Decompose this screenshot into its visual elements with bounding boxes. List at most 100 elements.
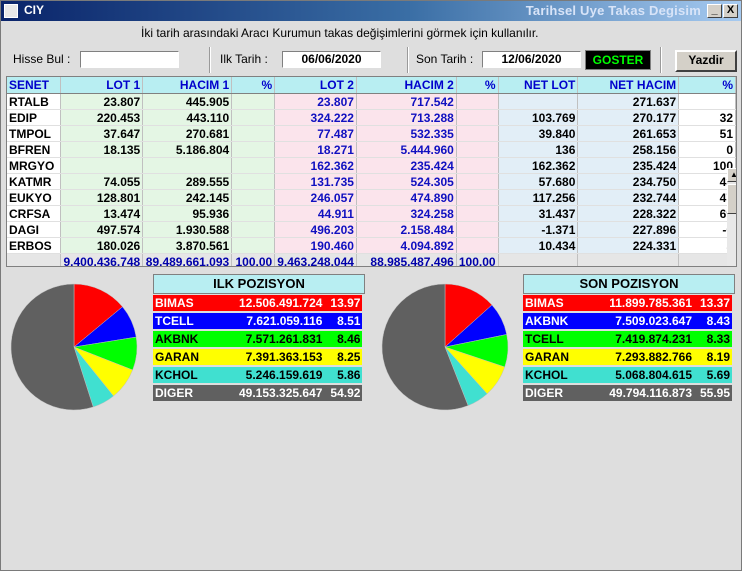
- column-header-lot1[interactable]: LOT 1: [60, 77, 144, 94]
- total-cell: 89.489.661.093: [142, 253, 233, 266]
- position-name: AKBNK: [523, 313, 607, 329]
- table-body: RTALB 23.807 445.905 23.807 717.542 271.637 ED…: [7, 93, 736, 266]
- column-header-net-lot[interactable]: NET LOT: [498, 77, 579, 94]
- table-cell: [231, 205, 276, 222]
- position-pct: 55.95: [695, 385, 732, 401]
- column-header-hacim1[interactable]: HACIM 1: [142, 77, 233, 94]
- table-cell: [231, 125, 276, 142]
- table-row[interactable]: BFREN 18.135 5.186.804 18.271 5.444.960 136 25…: [7, 141, 736, 158]
- column-header-senet[interactable]: SENET: [7, 77, 62, 94]
- table-cell: 235.424: [577, 157, 680, 174]
- table-cell: CRFSA: [7, 205, 62, 222]
- table-cell: 228.322: [577, 205, 680, 222]
- position-pct: 8.51: [325, 313, 363, 329]
- info-text: İki tarih arasındaki Aracı Kurumun takas…: [141, 26, 539, 40]
- goster-button[interactable]: GOSTER: [585, 50, 651, 70]
- pie-slice-bimas: [73, 283, 123, 348]
- table-cell: 232.744: [577, 189, 680, 206]
- position-pct: 8.19: [695, 349, 732, 365]
- column-header-net-pct[interactable]: %: [678, 77, 736, 94]
- column-header-hacim2[interactable]: HACIM 2: [356, 77, 457, 94]
- toolbar-divider: [660, 47, 662, 73]
- search-label: Hisse Bul :: [13, 52, 71, 66]
- table-cell: 162.362: [274, 157, 357, 174]
- yazdir-button[interactable]: Yazdir: [675, 50, 737, 72]
- app-icon[interactable]: [4, 4, 18, 18]
- table-cell: [456, 173, 499, 190]
- search-field[interactable]: [80, 51, 179, 68]
- table-cell: ERBOS: [7, 237, 62, 254]
- table-cell: 37.647: [60, 125, 144, 142]
- minimize-button[interactable]: _: [707, 4, 722, 18]
- table-cell: 31.437: [498, 205, 579, 222]
- search-input[interactable]: [81, 52, 178, 67]
- position-row: BIMAS 12.506.491.724 13.97: [153, 295, 363, 311]
- table-row[interactable]: EDIP 220.453 443.110 324.222 713.288 103.769 2…: [7, 109, 736, 126]
- table-cell: [456, 157, 499, 174]
- pie-slice-bimas: [444, 283, 493, 348]
- position-row: AKBNK 7.571.261.831 8.46: [153, 331, 363, 347]
- table-cell: 77.487: [274, 125, 357, 142]
- table-header-row: SENET LOT 1 HACIM 1 % LOT 2 HACIM 2 % NE…: [7, 77, 736, 94]
- table-cell: 532.335: [356, 125, 457, 142]
- position-name: GARAN: [153, 349, 237, 365]
- title-bar[interactable]: CIY Tarihsel Uye Takas Degisim _ X: [1, 1, 741, 21]
- column-header-net-hacim[interactable]: NET HACIM: [577, 77, 680, 94]
- table-cell: [456, 189, 499, 206]
- table-cell: 713.288: [356, 109, 457, 126]
- ilk-tarih-field[interactable]: 06/06/2020: [282, 51, 381, 68]
- son-pozisyon-pie-chart: [381, 283, 509, 411]
- table-cell: [498, 93, 579, 110]
- son-pozisyon-title: SON POZISYON: [523, 274, 735, 294]
- position-name: KCHOL: [523, 367, 607, 383]
- table-row[interactable]: RTALB 23.807 445.905 23.807 717.542 271.637: [7, 93, 736, 110]
- total-cell: 100,00: [231, 253, 276, 266]
- table-cell: [231, 173, 276, 190]
- table-cell: 5.444.960: [356, 141, 457, 158]
- close-button[interactable]: X: [723, 4, 738, 18]
- table-row[interactable]: DAGI 497.574 1.930.588 496.203 2.158.484 -1.3…: [7, 221, 736, 238]
- table-row[interactable]: EUKYO 128.801 242.145 246.057 474.890 117.256…: [7, 189, 736, 206]
- position-value: 7.509.023.647: [607, 313, 695, 329]
- takas-grid[interactable]: SENET LOT 1 HACIM 1 % LOT 2 HACIM 2 % NE…: [6, 76, 737, 267]
- position-value: 49.153.325.647: [237, 385, 326, 401]
- table-cell: 261.653: [577, 125, 680, 142]
- column-header-lot2[interactable]: LOT 2: [274, 77, 357, 94]
- total-cell: 88.985.487.496: [356, 253, 457, 266]
- position-name: BIMAS: [153, 295, 237, 311]
- total-cell: 100,00: [456, 253, 499, 266]
- position-row: GARAN 7.293.882.766 8.19: [523, 349, 732, 365]
- position-row: BIMAS 11.899.785.361 13.37: [523, 295, 732, 311]
- scroll-thumb[interactable]: [727, 184, 736, 214]
- position-value: 7.621.059.116: [237, 313, 326, 329]
- table-row[interactable]: MRGYO 162.362 235.424 162.362 235.424 100: [7, 157, 736, 174]
- table-cell: 103.769: [498, 109, 579, 126]
- position-value: 5.246.159.619: [237, 367, 326, 383]
- ilk-pozisyon-table: BIMAS 12.506.491.724 13.97 TCELL 7.621.059.1…: [153, 293, 363, 403]
- table-cell: [456, 205, 499, 222]
- table-row[interactable]: TMPOL 37.647 270.681 77.487 532.335 39.840 261…: [7, 125, 736, 142]
- pie-slice-diger: [10, 283, 94, 411]
- table-cell: 18.135: [60, 141, 144, 158]
- son-tarih-field[interactable]: 12/06/2020: [482, 51, 581, 68]
- table-cell: [231, 93, 276, 110]
- ilk-tarih-label: Ilk Tarih :: [220, 52, 268, 66]
- position-row: DIGER 49.794.116.873 55.95: [523, 385, 732, 401]
- vertical-scrollbar[interactable]: ▲ ▼: [727, 168, 736, 266]
- column-header-pct1[interactable]: %: [231, 77, 276, 94]
- table-row[interactable]: ERBOS 180.026 3.870.561 190.460 4.094.892 10.…: [7, 237, 736, 254]
- table-cell: 524.305: [356, 173, 457, 190]
- scroll-up-arrow-icon[interactable]: ▲: [727, 168, 736, 182]
- table-cell: [456, 125, 499, 142]
- table-cell: MRGYO: [7, 157, 62, 174]
- position-name: KCHOL: [153, 367, 237, 383]
- table-cell: 324.258: [356, 205, 457, 222]
- toolbar-divider: [407, 47, 409, 73]
- table-cell: 4.094.892: [356, 237, 457, 254]
- table-row[interactable]: CRFSA 13.474 95.936 44.911 324.258 31.437 228.…: [7, 205, 736, 222]
- table-cell: [231, 157, 276, 174]
- table-row[interactable]: KATMR 74.055 289.555 131.735 524.305 57.680 23…: [7, 173, 736, 190]
- column-header-pct2[interactable]: %: [456, 77, 499, 94]
- app-title: CIY: [24, 3, 45, 17]
- table-cell: EUKYO: [7, 189, 62, 206]
